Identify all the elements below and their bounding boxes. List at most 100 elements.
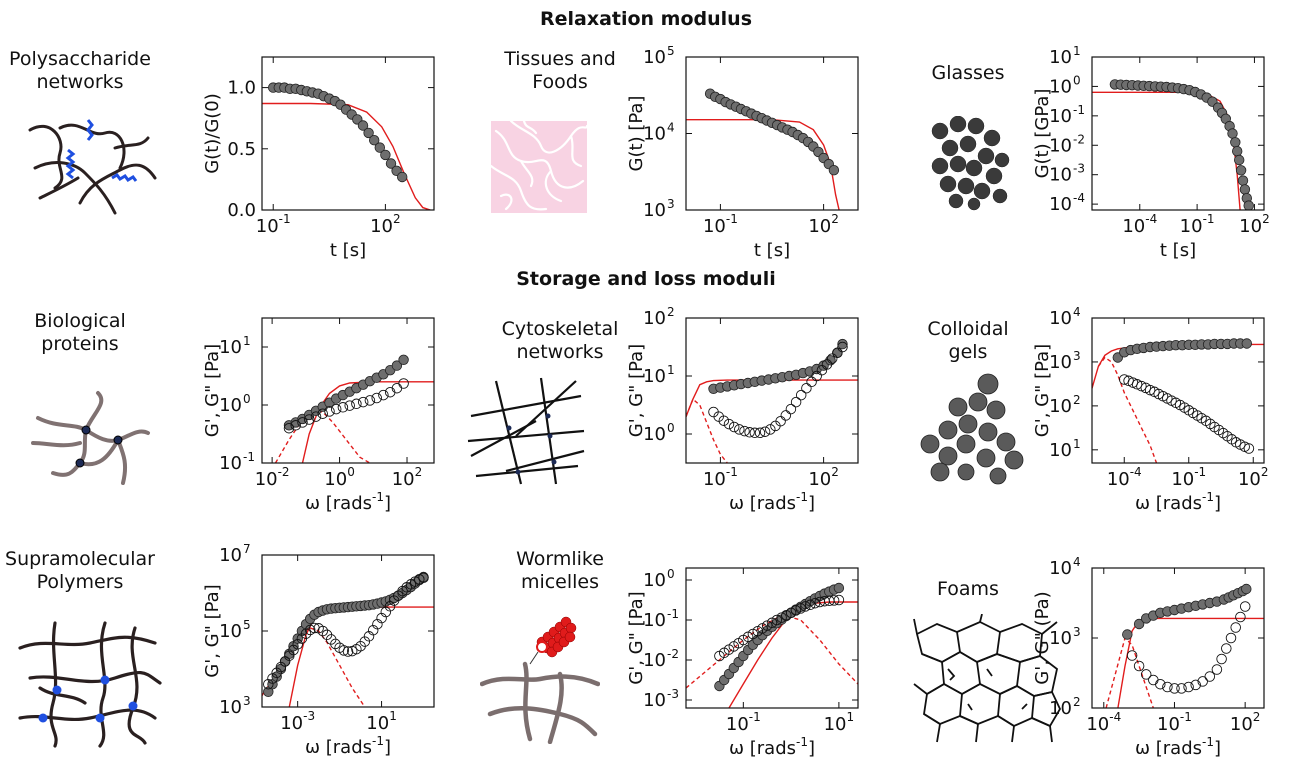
y-tick-label: 10	[643, 200, 666, 221]
data-point-open	[728, 421, 740, 433]
protein-network-illustration	[31, 391, 150, 485]
data-point-open	[771, 614, 783, 626]
x-tick-exponent: 2	[1261, 465, 1269, 479]
data-point-filled	[1235, 165, 1247, 176]
y-axis-label: G', G" [Pa]	[202, 344, 223, 437]
moduli-title: Storage and loss moduli	[516, 268, 776, 290]
x-axis-label-end: ]	[808, 493, 815, 514]
data-point-filled	[385, 158, 397, 169]
data-point-filled	[357, 120, 369, 131]
x-axis-label-end: ]	[808, 738, 815, 759]
data-point-open	[1162, 681, 1173, 693]
y-tick-label: 10	[1049, 352, 1072, 373]
plot-frame	[1091, 56, 1265, 211]
plot-area	[262, 571, 434, 707]
plot-frame	[685, 567, 859, 709]
y-tick-exponent: 3	[667, 197, 675, 211]
data-point-open	[364, 395, 376, 406]
fit-line-solid	[686, 119, 840, 210]
plot-frame	[261, 56, 435, 211]
data-point-open	[1216, 653, 1227, 665]
x-tick-label: 10-1	[703, 465, 738, 490]
x-tick-label: 10-1	[256, 212, 291, 237]
y-axis-label: G(t) [GPa]	[1032, 89, 1053, 179]
data-point-open	[781, 609, 792, 621]
x-tick-exponent: 1	[847, 710, 855, 724]
x-tick-exponent: -1	[726, 212, 738, 226]
label-polysaccharide: Polysaccharide networks	[9, 48, 151, 93]
data-point-open	[785, 607, 797, 619]
y-tick-exponent: 1	[1073, 44, 1081, 58]
plot-area	[1092, 338, 1264, 463]
y-axis-label: G', G" [Pa]	[202, 584, 223, 677]
label-cytoskeletal: Cytoskeletal networks	[501, 318, 619, 363]
data-point-open	[338, 645, 350, 656]
data-point-open	[811, 370, 822, 382]
x-tick-label: 101	[366, 709, 397, 734]
x-tick-exponent: -4	[1130, 465, 1142, 479]
x-tick-exponent: -1	[279, 212, 291, 226]
x-tick-exponent: 1	[389, 709, 397, 723]
y-tick-label: 10	[219, 453, 242, 474]
data-point-open	[1190, 679, 1201, 691]
data-point-open	[790, 605, 802, 616]
data-point-open	[344, 400, 355, 411]
x-tick-exponent: 2	[1253, 710, 1261, 724]
data-point-open	[806, 376, 817, 388]
data-point-open	[292, 639, 303, 650]
x-tick-exponent: 2	[393, 212, 401, 226]
y-tick-exponent: 0	[667, 421, 675, 435]
y-tick-label: 10	[643, 690, 666, 711]
data-point-open	[1211, 664, 1223, 675]
y-tick-label: 10	[1049, 698, 1072, 719]
data-point-filled	[828, 164, 840, 176]
y-tick-label: 10	[643, 650, 666, 671]
data-point-open	[297, 417, 308, 428]
y-tick-exponent: 7	[243, 542, 251, 556]
x-tick-exponent: -4	[1145, 212, 1157, 226]
x-tick-exponent: -1	[726, 465, 738, 479]
plot-area	[1092, 79, 1254, 210]
data-point-open	[414, 574, 425, 585]
foam-cells-illustration	[913, 614, 1062, 743]
y-tick-label: 0.0	[227, 200, 256, 221]
data-point-open	[398, 378, 409, 389]
x-tick-label: 10-1	[1180, 212, 1215, 237]
x-tick-label: 10-2	[255, 465, 290, 490]
data-point-open	[744, 427, 755, 438]
x-tick-exponent: -3	[303, 709, 315, 723]
data-point-open	[749, 427, 761, 439]
data-point-open	[1197, 676, 1208, 687]
data-point-open	[1133, 660, 1145, 672]
data-point-filled	[368, 134, 380, 146]
data-point-open	[790, 396, 802, 408]
data-point-filled	[363, 127, 374, 139]
y-tick-exponent: 3	[1073, 349, 1081, 363]
x-axis-label-end: ]	[1214, 493, 1221, 514]
x-tick-label: 102	[808, 212, 839, 237]
fit-line-solid	[301, 381, 434, 463]
y-tick-exponent: 5	[243, 618, 251, 632]
x-tick-label: 10-1	[1157, 710, 1192, 735]
fit-line-dashed	[1097, 356, 1158, 463]
y-tick-exponent: 2	[1073, 393, 1081, 407]
data-point-filled	[1237, 175, 1249, 186]
x-tick-exponent: -1	[1180, 710, 1192, 724]
x-axis-label-exponent: -1	[1202, 490, 1214, 504]
glass-particles-illustration	[931, 116, 1010, 211]
plot-area	[686, 338, 858, 463]
y-axis-label: G(t) [Pa]	[626, 96, 647, 172]
y-axis-label: G', G" [Pa]	[626, 344, 647, 437]
data-point-open	[275, 661, 287, 673]
data-point-filled	[1239, 184, 1251, 195]
data-point-open	[283, 422, 295, 434]
label-colloidal: Colloidal gels	[927, 318, 1009, 363]
plot-frame	[1091, 317, 1265, 464]
y-tick-exponent: -2	[1073, 132, 1085, 146]
data-point-open	[284, 650, 295, 661]
data-point-open	[271, 667, 282, 679]
wormlike-micelle-illustration	[480, 616, 600, 744]
data-point-filled	[1231, 145, 1243, 157]
data-point-open	[1183, 681, 1194, 693]
